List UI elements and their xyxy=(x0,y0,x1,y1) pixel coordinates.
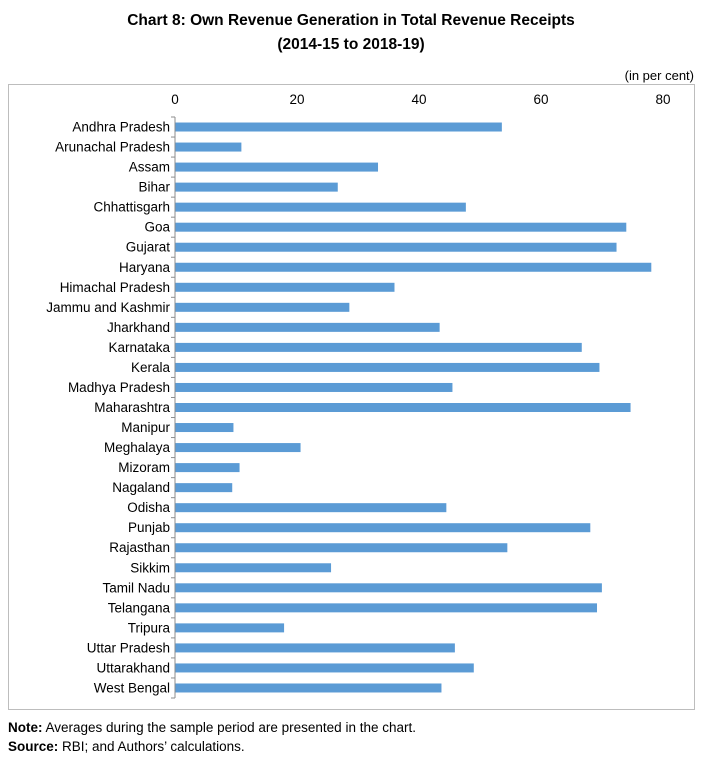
category-label: Sikkim xyxy=(130,560,170,575)
category-label: Manipur xyxy=(121,420,170,435)
bar xyxy=(175,683,442,693)
bar xyxy=(175,643,455,653)
category-label: Jammu and Kashmir xyxy=(46,300,170,315)
note: Note: Averages during the sample period … xyxy=(8,720,416,735)
x-tick-label: 20 xyxy=(289,92,304,107)
source-label: Source: xyxy=(8,739,59,754)
source: Source: RBI; and Authors’ calculations. xyxy=(8,739,245,754)
category-label: Assam xyxy=(129,160,170,175)
category-label: Tripura xyxy=(128,620,171,635)
bar xyxy=(175,583,602,593)
x-tick-label: 40 xyxy=(411,92,426,107)
category-label: Mizoram xyxy=(118,460,170,475)
category-label: Punjab xyxy=(128,520,170,535)
bar xyxy=(175,182,338,192)
category-label: Rajasthan xyxy=(109,540,170,555)
bar xyxy=(175,543,508,553)
bar xyxy=(175,262,652,272)
category-label: Uttar Pradesh xyxy=(87,640,170,655)
category-label: Andhra Pradesh xyxy=(72,120,170,135)
bar xyxy=(175,503,447,513)
bar xyxy=(175,222,627,232)
bar xyxy=(175,162,379,172)
category-label: Meghalaya xyxy=(104,440,171,455)
category-label: Tamil Nadu xyxy=(102,580,170,595)
category-label: Kerala xyxy=(131,360,171,375)
category-label: Haryana xyxy=(119,260,171,275)
x-tick-label: 0 xyxy=(171,92,179,107)
note-text: Averages during the sample period are pr… xyxy=(42,720,417,735)
plot-frame xyxy=(8,84,695,710)
category-label: Telangana xyxy=(108,600,171,615)
bar xyxy=(175,122,502,132)
category-label: Himachal Pradesh xyxy=(60,280,170,295)
category-label: Arunachal Pradesh xyxy=(55,140,170,155)
note-label: Note: xyxy=(8,720,43,735)
category-label: Odisha xyxy=(127,500,170,515)
category-label: Chhattisgarh xyxy=(93,200,170,215)
bar xyxy=(175,382,453,392)
bar xyxy=(175,342,582,352)
category-label: Karnataka xyxy=(108,340,170,355)
category-label: Gujarat xyxy=(126,240,171,255)
bar xyxy=(175,463,240,473)
bar xyxy=(175,523,591,533)
category-label: Nagaland xyxy=(112,480,170,495)
bar xyxy=(175,403,631,412)
bar xyxy=(175,563,332,573)
bar xyxy=(175,362,600,372)
bar xyxy=(175,423,234,433)
unit-label: (in per cent) xyxy=(624,68,694,83)
category-label: Maharashtra xyxy=(94,400,170,415)
x-tick-label: 80 xyxy=(655,92,670,107)
chart-subtitle: (2014-15 to 2018-19) xyxy=(277,36,425,53)
bar xyxy=(175,242,617,252)
category-label: Bihar xyxy=(138,180,170,195)
bar xyxy=(175,282,395,292)
bar xyxy=(175,142,242,152)
bar xyxy=(175,443,301,453)
x-tick-label: 60 xyxy=(533,92,548,107)
bar xyxy=(175,202,466,212)
bar xyxy=(175,483,233,493)
bar xyxy=(175,663,474,673)
bar xyxy=(175,302,350,312)
category-label: Madhya Pradesh xyxy=(68,380,170,395)
source-text: RBI; and Authors’ calculations. xyxy=(58,739,245,754)
bar xyxy=(175,623,285,633)
category-label: West Bengal xyxy=(94,680,170,695)
category-label: Uttarakhand xyxy=(96,660,170,675)
category-label: Jharkhand xyxy=(107,320,170,335)
chart-title: Chart 8: Own Revenue Generation in Total… xyxy=(127,12,575,29)
category-label: Goa xyxy=(144,220,170,235)
bar xyxy=(175,322,440,332)
bar xyxy=(175,603,598,613)
